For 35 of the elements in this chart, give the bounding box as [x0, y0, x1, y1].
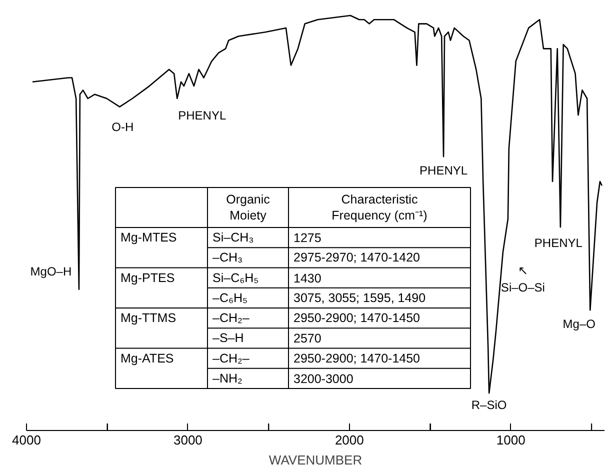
annotation: Organic Moiety	[226, 192, 270, 223]
annotation: Mg-MTES	[120, 230, 177, 245]
annotation: –NH₂	[212, 371, 243, 386]
annotation: Mg-PTES	[120, 270, 175, 285]
annotation: –CH₂–	[212, 311, 250, 326]
annotation: –CH₃	[212, 250, 243, 265]
annotation: Characteristic Frequency (cm⁻¹)	[332, 192, 428, 223]
x-tick-label: 3000	[173, 432, 202, 448]
annotation: –CH₂–	[212, 351, 250, 366]
annotation: O-H	[112, 120, 134, 134]
annotation: MgO–H	[30, 264, 72, 278]
annotation: 2570	[294, 332, 322, 346]
annotation: PHENYL	[420, 164, 468, 178]
x-tick-label: 1000	[496, 432, 526, 448]
annotation: 3200-3000	[294, 372, 354, 386]
annotation: PHENYL	[178, 108, 226, 122]
annotation: Si–CH₃	[212, 230, 254, 245]
x-axis-title: WAVENUMBER	[268, 452, 362, 468]
annotation: –C₆H₅	[212, 290, 248, 305]
annotation: ↖ Si–O–Si	[500, 264, 545, 294]
annotation: Si–C₆H₅	[212, 270, 259, 285]
annotation: 1430	[294, 271, 322, 286]
annotation: Mg–O	[562, 317, 596, 332]
annotation: –S–H	[212, 331, 244, 346]
x-tick-label: 4000	[12, 432, 41, 448]
x-tick-label: 2000	[334, 432, 364, 448]
annotation: 1275	[294, 231, 322, 246]
annotation: 2950-2900; 1470-1450	[294, 311, 420, 326]
annotation: PHENYL	[534, 236, 583, 250]
annotation: 3075, 3055; 1595, 1490	[294, 290, 426, 305]
annotation: Mg-ATES	[120, 351, 174, 366]
annotation: 2950-2900; 1470-1450	[294, 351, 420, 366]
annotation: 2975-2970; 1470-1420	[294, 250, 420, 265]
annotation: R–SiO	[471, 398, 507, 412]
annotation: Mg-TTMS	[120, 311, 176, 326]
